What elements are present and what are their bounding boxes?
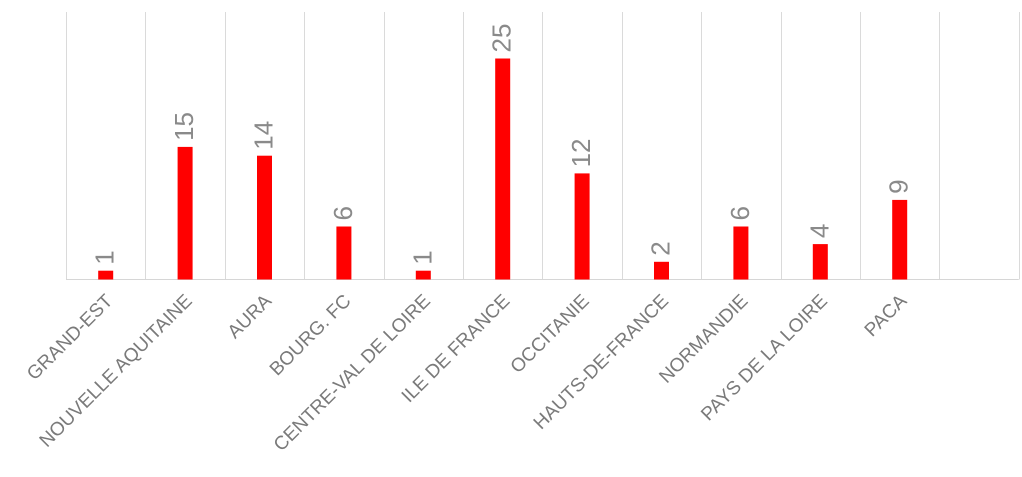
bar — [892, 199, 908, 280]
bar-data-label: 6 — [328, 206, 358, 220]
bar-data-label: 2 — [646, 241, 676, 255]
bar — [812, 244, 828, 280]
bar-data-label: 1 — [407, 250, 437, 264]
bar — [495, 58, 511, 280]
x-tick-label: AURA — [224, 290, 276, 342]
bar — [415, 270, 431, 280]
bar — [98, 270, 114, 280]
x-tick-label: HAUTS-DE-FRANCE — [530, 291, 673, 434]
bar — [257, 155, 272, 280]
bar-data-label: 6 — [725, 206, 755, 220]
x-tick-label: CENTRE-VAL DE LOIRE — [270, 291, 435, 456]
bar — [733, 226, 749, 280]
x-tick-label: BOURG. FC — [266, 291, 355, 380]
bar — [654, 261, 669, 280]
bar-data-labels: 1 15 14 6 1 25 12 2 6 4 9 — [90, 24, 914, 265]
bar — [336, 226, 352, 280]
bar-data-label: 15 — [169, 112, 199, 141]
bar-data-label: 9 — [884, 179, 914, 193]
grid-lines — [66, 12, 1020, 280]
x-tick-label: NOUVELLE AQUITAINE — [36, 291, 197, 452]
bar — [574, 173, 590, 280]
bar-data-label: 12 — [566, 138, 596, 167]
bar-data-label: 14 — [249, 121, 279, 150]
bar-data-label: 4 — [804, 224, 834, 238]
bar-data-label: 25 — [487, 24, 517, 53]
bars — [98, 58, 908, 280]
bar-data-label: 1 — [90, 250, 120, 264]
x-tick-label: OCCITANIE — [507, 291, 594, 378]
bar — [177, 146, 193, 280]
x-tick-label: PACA — [861, 290, 912, 341]
